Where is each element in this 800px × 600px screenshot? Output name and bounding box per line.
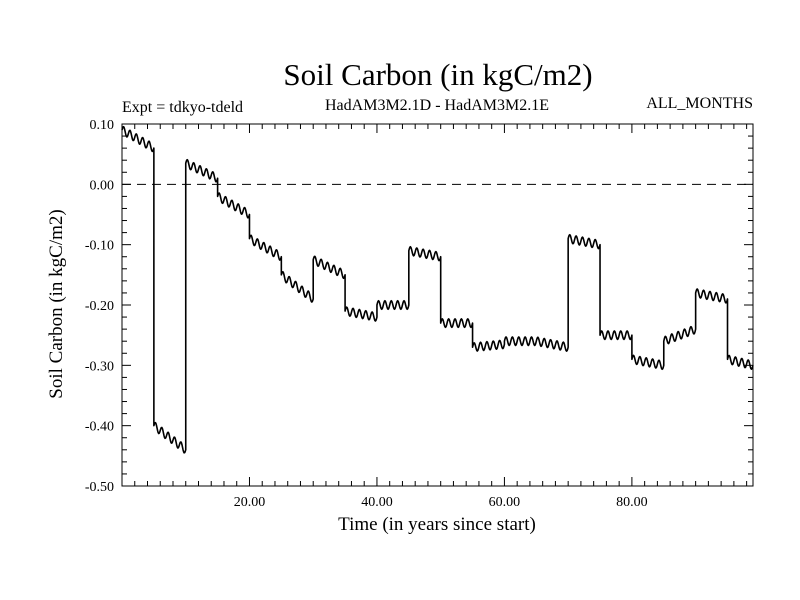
x-tick-label: 40.00 <box>361 495 393 510</box>
x-tick-label: 80.00 <box>616 495 648 510</box>
y-tick-label: -0.50 <box>85 480 114 495</box>
subtitle-months: ALL_MONTHS <box>646 95 753 112</box>
x-tick-label: 20.00 <box>234 495 266 510</box>
subtitle-models: HadAM3M2.1D - HadAM3M2.1E <box>325 97 549 114</box>
plot-area: 20.00 40.00 60.00 80.00 0.10 0.00 -0.10 -0.20 -0… <box>85 118 753 510</box>
soil-carbon-series-line <box>122 127 753 453</box>
y-axis-label: Soil Carbon (in kgC/m2) <box>46 209 67 398</box>
plot-frame <box>122 124 753 486</box>
y-tick-label: 0.10 <box>90 118 115 133</box>
chart-title: Soil Carbon (in kgC/m2) <box>283 57 592 92</box>
y-tick-label: -0.20 <box>85 299 114 314</box>
x-axis-label: Time (in years since start) <box>338 514 536 535</box>
y-tick-label: 0.00 <box>90 178 115 193</box>
x-tick-label: 60.00 <box>489 495 521 510</box>
y-tick-label: -0.10 <box>85 239 114 254</box>
subtitle-experiment: Expt = tdkyo-tdeld <box>122 99 243 116</box>
y-tick-label: -0.30 <box>85 359 114 374</box>
y-tick-label: -0.40 <box>85 420 114 435</box>
